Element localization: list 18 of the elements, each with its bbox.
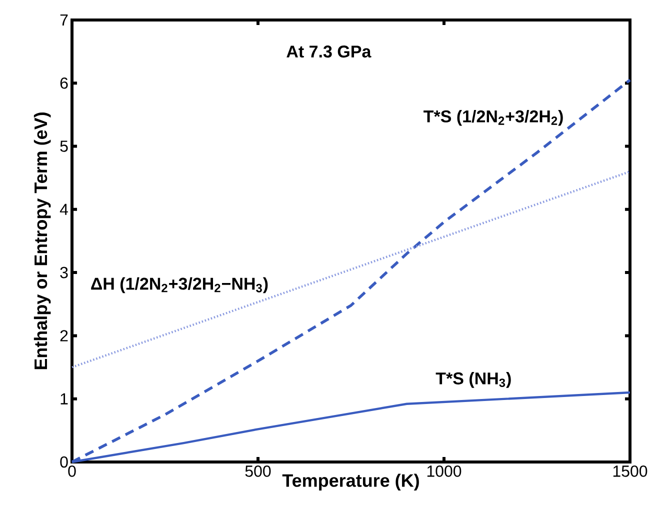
x-tick-label: 0: [68, 466, 76, 477]
y-tick-label: 7: [60, 14, 68, 26]
y-tick-label: 0: [60, 456, 68, 468]
series-label: ΔH (1/2N$_{2}$+3/2H$_{2}$−NH$_{3}$): [91, 277, 268, 294]
y-tick-label: 1: [60, 393, 68, 404]
series-label: T*S (1/2N$_{2}$+3/2H$_{2}$): [424, 110, 563, 126]
y-tick-label: 2: [60, 330, 68, 342]
y-tick-label: 6: [60, 77, 68, 89]
x-axis-title: Temperature (K): [282, 474, 419, 490]
series-label: T*S (NH$_{3}$): [436, 372, 511, 388]
y-tick-label: 3: [60, 266, 68, 278]
x-tick-label: 1000: [427, 466, 462, 477]
y-tick-label: 4: [60, 204, 68, 215]
x-tick-label: 500: [245, 466, 271, 477]
annotation: At 7.3 GPa: [286, 46, 372, 58]
y-axis-title: Enthalpy or Entropy Term (eV): [34, 112, 51, 370]
x-tick-label: 1500: [613, 466, 648, 477]
y-tick-label: 5: [60, 140, 68, 152]
